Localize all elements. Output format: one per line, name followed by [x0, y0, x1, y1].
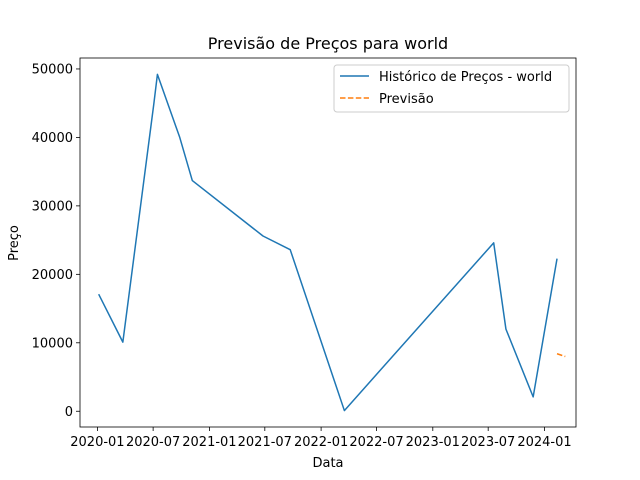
x-tick-label: 2021-07 — [238, 435, 292, 450]
y-tick-label: 50000 — [32, 62, 73, 77]
y-axis-label: Preço — [7, 225, 22, 261]
y-tick-label: 40000 — [32, 131, 73, 146]
legend-label-forecast: Previsão — [379, 92, 434, 107]
x-axis: 2020-01 2020-07 2021-01 2021-07 2022-01 2022-… — [70, 427, 572, 450]
legend: Histórico de Preços - world Previsão — [333, 64, 570, 113]
plot-frame — [79, 57, 577, 428]
series-line-history — [98, 73, 558, 412]
x-tick-label: 2020-01 — [70, 435, 124, 450]
x-tick-label: 2023-07 — [461, 435, 515, 450]
plot-area — [79, 57, 577, 428]
x-tick-label: 2024-01 — [517, 435, 571, 450]
y-tick-label: 10000 — [32, 336, 73, 351]
legend-label-history: Histórico de Preços - world — [379, 70, 552, 85]
x-tick-label: 2022-07 — [349, 435, 403, 450]
y-tick-label: 30000 — [32, 199, 73, 214]
y-axis: 0 10000 20000 30000 40000 50000 — [32, 62, 80, 420]
y-tick-label: 20000 — [32, 268, 73, 283]
series-line-forecast — [556, 353, 566, 358]
x-tick-label: 2023-01 — [406, 435, 460, 450]
legend-frame — [333, 64, 570, 113]
x-tick-label: 2022-01 — [294, 435, 348, 450]
x-axis-label: Data — [312, 456, 343, 471]
y-tick-label: 0 — [65, 405, 73, 420]
x-tick-label: 2020-07 — [126, 435, 180, 450]
chart-title: Previsão de Preços para world — [208, 34, 448, 53]
x-tick-label: 2021-01 — [182, 435, 236, 450]
series-layer — [98, 73, 566, 412]
